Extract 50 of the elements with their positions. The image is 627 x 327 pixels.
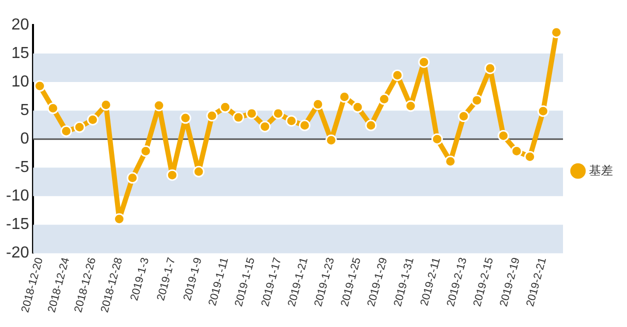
point <box>126 172 138 184</box>
point <box>180 112 192 124</box>
point <box>166 169 178 181</box>
point <box>272 108 284 120</box>
point <box>206 110 218 122</box>
x-tick-label: 2019-1-9 <box>182 256 205 302</box>
y-tick-label: -20 <box>6 244 30 262</box>
point <box>246 108 258 120</box>
y-tick-label: 15 <box>11 44 30 62</box>
point <box>338 91 350 103</box>
point <box>352 101 364 113</box>
point <box>365 120 377 132</box>
y-tick-label: 10 <box>11 73 30 90</box>
y-tick-label: 0 <box>20 130 30 148</box>
point <box>537 105 549 117</box>
point <box>298 120 310 132</box>
y-tick-label: 5 <box>20 102 30 119</box>
point <box>153 100 165 112</box>
point <box>312 98 324 110</box>
point <box>140 145 152 157</box>
x-tick-label: 2019-1-3 <box>128 256 152 302</box>
point <box>418 56 430 68</box>
point <box>86 114 98 126</box>
point <box>60 125 72 137</box>
point <box>259 120 271 132</box>
point <box>444 156 456 168</box>
point <box>219 101 231 113</box>
point <box>484 62 496 74</box>
point <box>286 115 298 127</box>
y-tick-label: -15 <box>6 216 30 234</box>
x-tick-label: 2019-1-7 <box>155 256 178 302</box>
point <box>498 130 510 142</box>
legend-label: 基差 <box>589 163 613 178</box>
point <box>471 94 483 106</box>
y-tick-label: -10 <box>6 188 30 205</box>
point <box>74 121 86 133</box>
point <box>431 133 443 145</box>
point <box>100 99 112 111</box>
point <box>34 80 46 92</box>
y-tick-label: 20 <box>11 16 30 34</box>
point <box>550 26 562 38</box>
point <box>232 112 244 124</box>
point <box>458 110 470 122</box>
y-tick-label: -5 <box>14 159 30 176</box>
point <box>378 93 390 105</box>
point <box>392 69 404 81</box>
point <box>192 166 204 178</box>
point <box>510 145 522 157</box>
point <box>404 100 416 112</box>
point <box>47 102 59 114</box>
